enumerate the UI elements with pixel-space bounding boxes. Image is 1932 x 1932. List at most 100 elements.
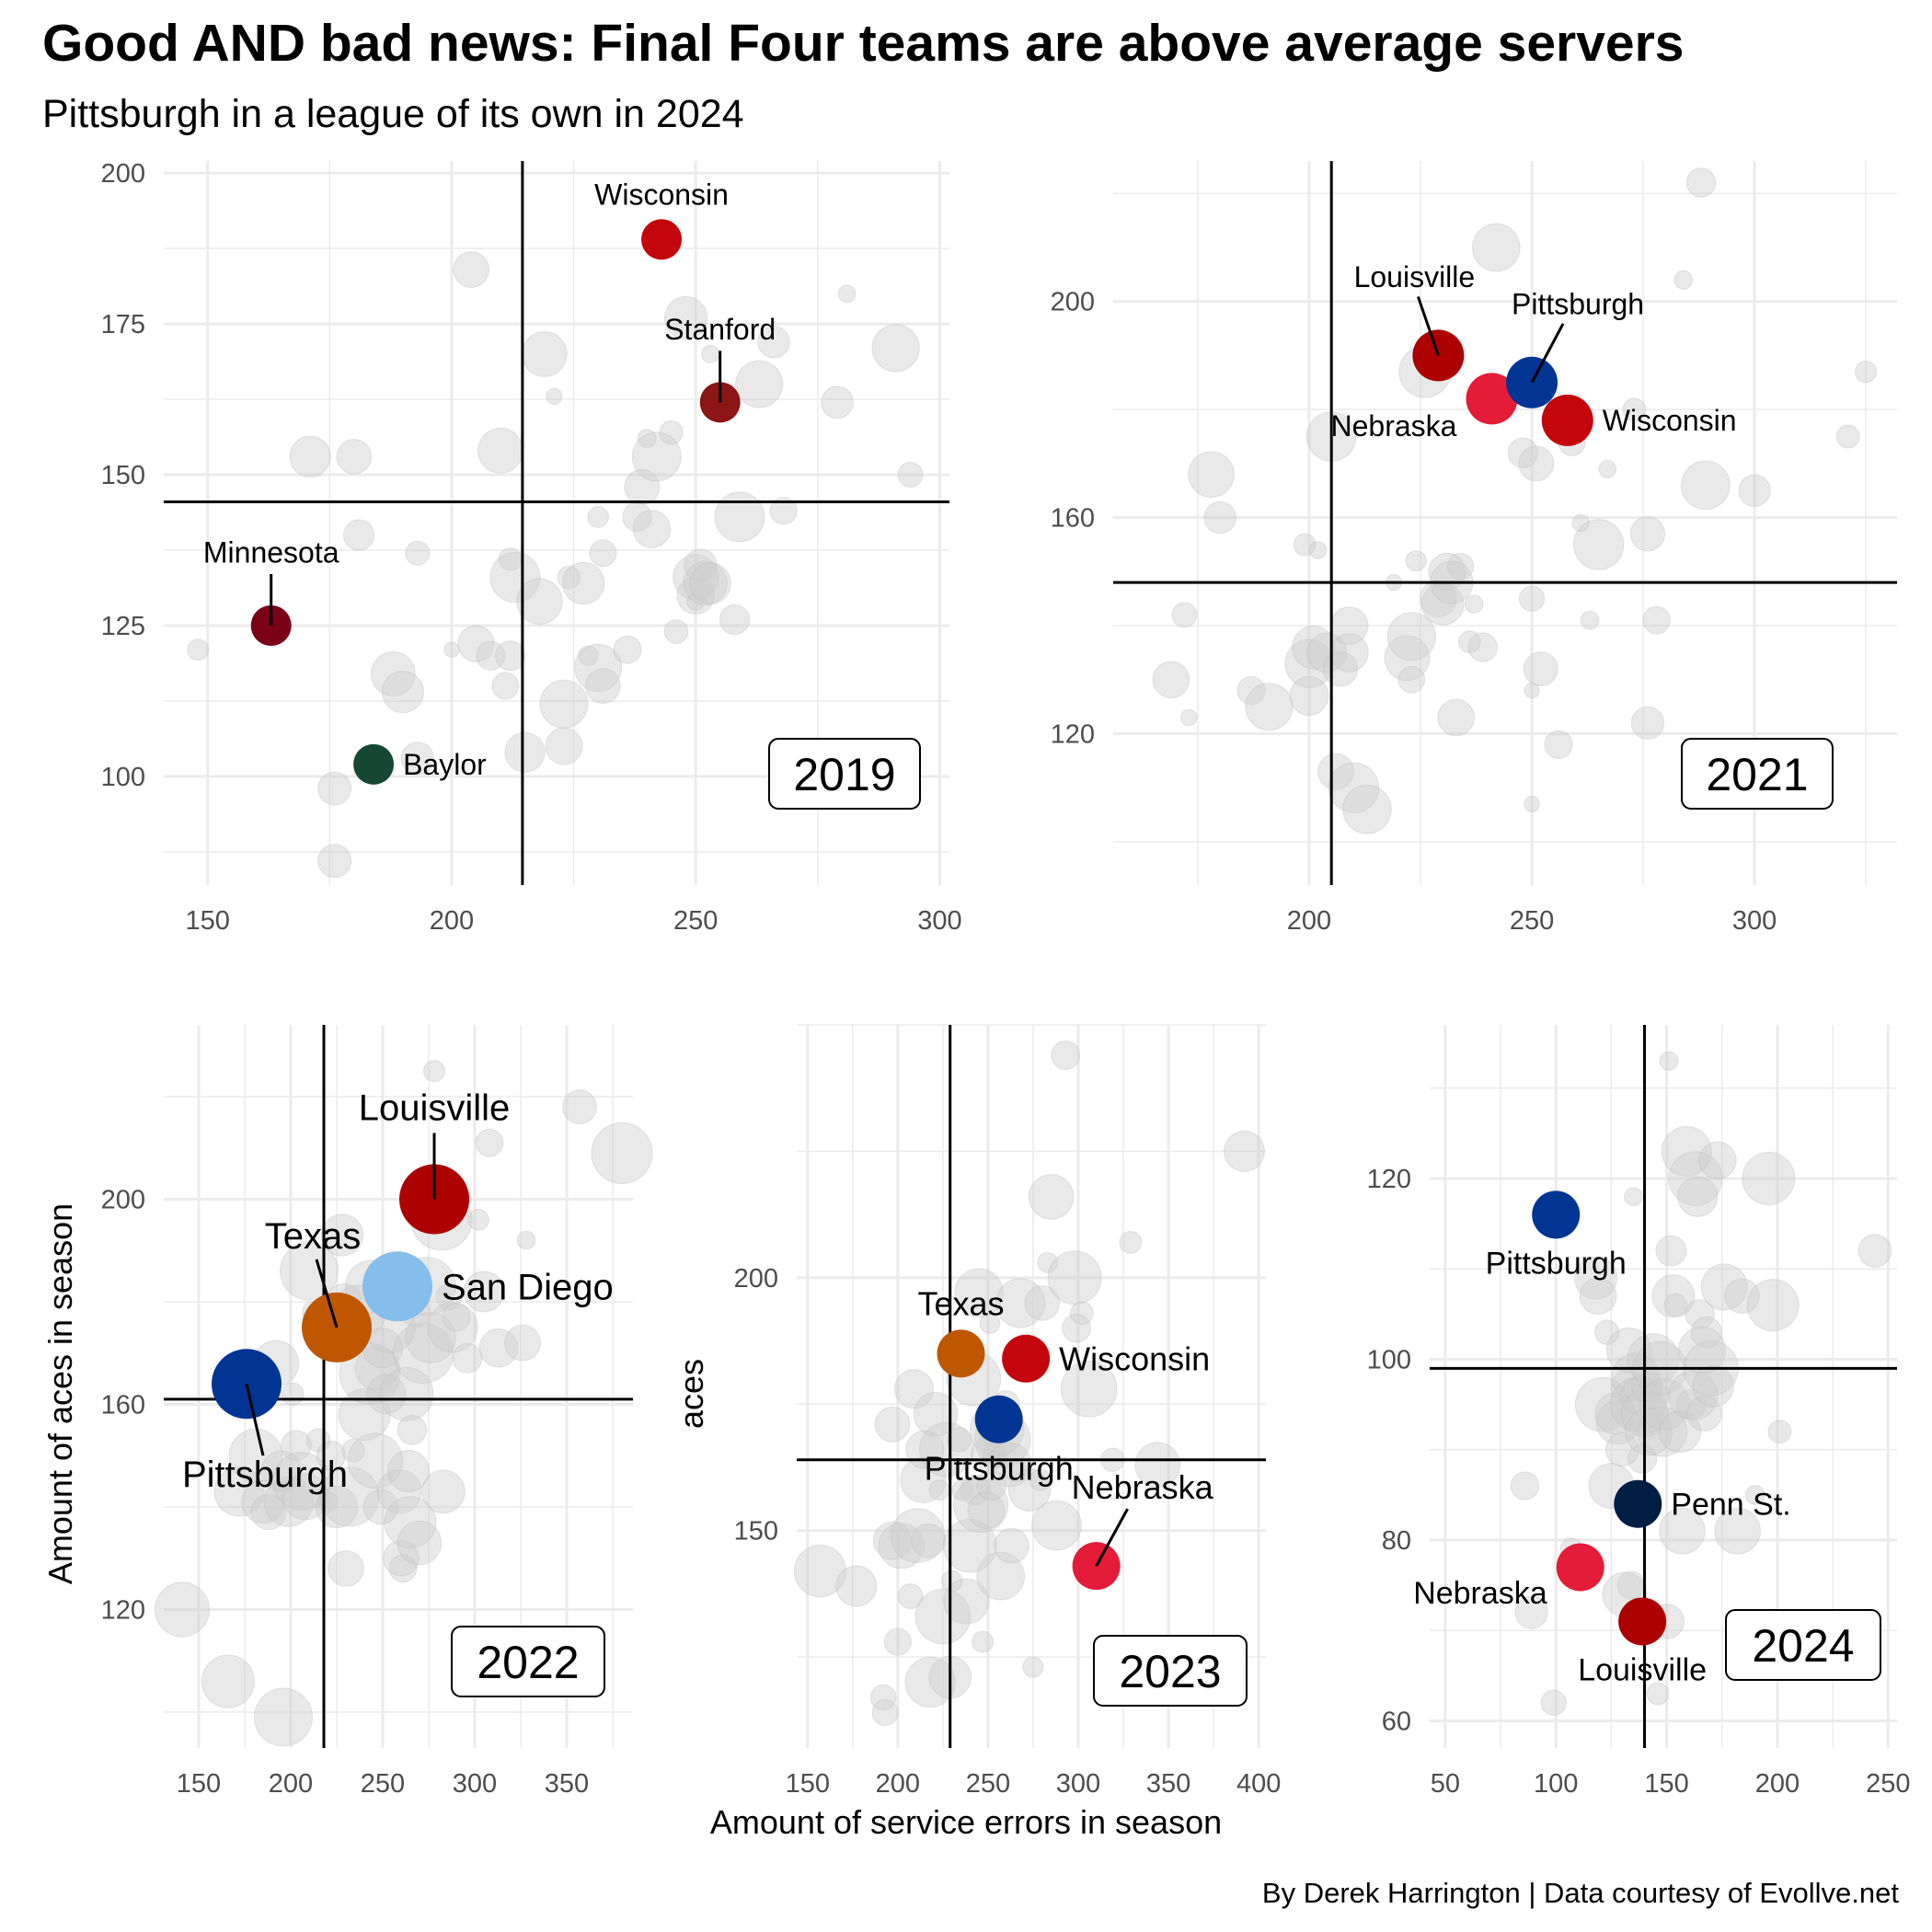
team-point: [757, 326, 790, 359]
team-point: [1595, 1400, 1640, 1445]
team-point: [1639, 1378, 1691, 1431]
team-point: [1507, 437, 1539, 468]
team-point: [1627, 1443, 1658, 1474]
team-point: [1574, 1256, 1618, 1300]
team-point: [976, 1469, 1007, 1501]
team-point: [1419, 580, 1457, 618]
team-point: [1571, 513, 1591, 533]
team-point: [874, 1406, 911, 1443]
x-tick-label: 300: [917, 906, 961, 936]
team-point: [1659, 1507, 1706, 1555]
team-point: [769, 497, 798, 525]
team-point: [1659, 1410, 1702, 1454]
team-point: [893, 1369, 935, 1409]
team-point: [1003, 1457, 1028, 1482]
y-tick-label: 60: [1382, 1708, 1411, 1737]
team-point: [397, 1415, 428, 1445]
team-point: [516, 578, 563, 625]
year-label: 2021: [1706, 749, 1808, 800]
team-label: Texas: [265, 1216, 362, 1257]
team-point: [1051, 1040, 1081, 1070]
x-tick-label: 250: [1866, 1769, 1910, 1799]
panel-2019: 150 200 250 300 100 125 150 175 200 Wisconsin Stan…: [101, 159, 962, 936]
team-point: [719, 604, 751, 636]
team-point: [1855, 360, 1878, 384]
team-point: [387, 1449, 430, 1492]
team-point: [187, 638, 210, 661]
team-point: [1037, 1251, 1059, 1273]
year-label: 2022: [477, 1637, 579, 1688]
team-point: [1472, 223, 1521, 272]
team-point: [154, 1581, 211, 1638]
team-point: [871, 1698, 899, 1727]
team-point: [1245, 683, 1294, 731]
year-badge: [1093, 1635, 1248, 1707]
team-point: [281, 1382, 305, 1406]
team-point: [457, 625, 495, 662]
highlighted-point: [1541, 394, 1593, 446]
team-point: [1579, 1277, 1617, 1316]
team-label: Wisconsin: [594, 178, 729, 211]
caption: By Derek Harrington | Data courtesy of E…: [1261, 1877, 1899, 1909]
team-point: [951, 1478, 974, 1501]
team-point: [587, 506, 609, 528]
team-point: [637, 429, 657, 449]
team-point: [250, 1493, 287, 1531]
team-point: [869, 1684, 897, 1711]
team-point: [1642, 605, 1671, 635]
team-label: Texas: [917, 1284, 1004, 1322]
y-tick-label: 80: [1382, 1526, 1411, 1556]
team-point: [1457, 630, 1481, 654]
team-point: [1022, 1656, 1044, 1678]
team-point: [1467, 632, 1498, 662]
team-label: Pittsburgh: [1486, 1246, 1627, 1281]
team-point: [443, 641, 460, 658]
team-point: [1574, 1376, 1630, 1432]
team-point: [1293, 533, 1317, 557]
team-point: [1397, 666, 1426, 694]
team-point: [405, 1312, 456, 1363]
team-point: [1060, 1360, 1118, 1418]
team-label: Penn St.: [1671, 1488, 1790, 1523]
label-leader-line: [1416, 295, 1440, 356]
highlighted-point: [1618, 1597, 1667, 1646]
team-point: [491, 672, 520, 700]
team-label: Minnesota: [203, 536, 339, 569]
team-label: Pittsburgh: [182, 1455, 348, 1495]
year-badge: [451, 1626, 605, 1697]
team-label: Louisville: [359, 1088, 511, 1129]
team-point: [659, 420, 684, 445]
team-point: [1685, 1299, 1715, 1329]
team-point: [1317, 753, 1355, 790]
team-point: [1673, 270, 1694, 290]
team-point: [1540, 1689, 1567, 1716]
team-point: [392, 1322, 454, 1384]
team-point: [546, 387, 563, 405]
panel-2021: 200 250 300 120 160 200 Louisville Nebraska Pitt…: [1051, 161, 1897, 936]
team-point: [1386, 612, 1436, 661]
x-tick-label: 150: [177, 1769, 221, 1799]
team-point: [904, 1656, 956, 1708]
team-point: [897, 462, 924, 489]
team-point: [328, 1549, 364, 1587]
x-tick-label: 200: [876, 1769, 920, 1799]
team-point: [397, 1520, 443, 1566]
label-leader-line: [315, 1259, 339, 1328]
team-label: Louisville: [1354, 260, 1476, 293]
y-tick-label: 175: [101, 310, 145, 339]
team-point: [1289, 675, 1329, 716]
highlighted-point: [937, 1329, 985, 1378]
team-point: [1745, 1485, 1765, 1505]
team-label: Wisconsin: [1603, 404, 1737, 437]
team-point: [1203, 500, 1236, 535]
panel-2023: 150 200 250 300 350 400 150 200 Texas Wisconsin Pi…: [734, 1024, 1281, 1799]
team-point: [381, 671, 424, 714]
team-point: [1070, 1301, 1094, 1326]
y-tick-label: 200: [101, 159, 145, 189]
team-point: [1668, 1370, 1719, 1421]
y-tick-label: 100: [101, 763, 145, 792]
year-badge: [1725, 1609, 1881, 1681]
team-point: [1580, 610, 1600, 630]
team-point: [954, 1268, 1004, 1318]
team-point: [1171, 602, 1198, 628]
